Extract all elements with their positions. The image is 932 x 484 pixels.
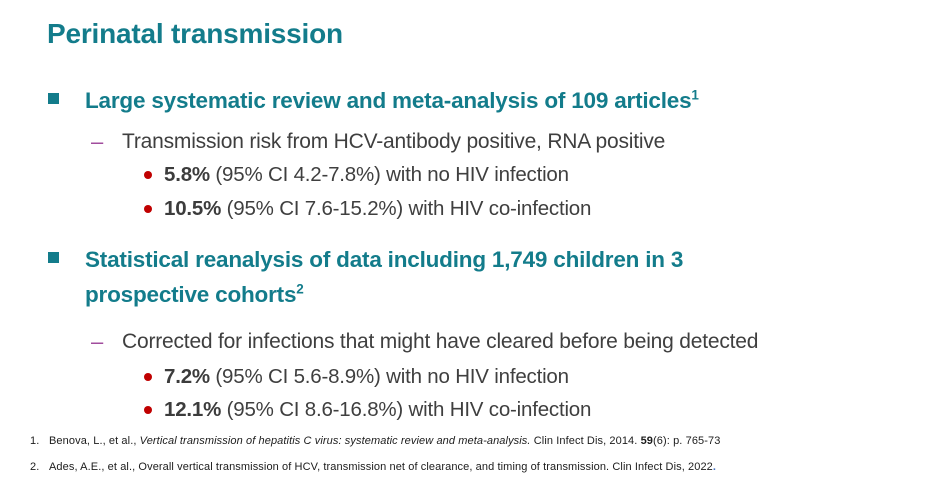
footnote-text: Ades, A.E., et al., Overall vertical tra…: [49, 461, 716, 475]
round-bullet-icon: [144, 406, 152, 414]
stat-value: 7.2%: [164, 365, 210, 388]
stat-detail: (95% CI 8.6-16.8%) with HIV co-infection: [221, 398, 592, 421]
round-bullet-icon: [144, 205, 152, 213]
bullet-level3-text: 5.8% (95% CI 4.2-7.8%) with no HIV infec…: [164, 162, 569, 189]
square-bullet-icon: [48, 93, 59, 104]
footnote-1: 1. Benova, L., et al., Vertical transmis…: [30, 435, 910, 449]
bullet-level3-text: 12.1% (95% CI 8.6-16.8%) with HIV co-inf…: [164, 397, 591, 424]
bullet-level3-text: 10.5% (95% CI 7.6-15.2%) with HIV co-inf…: [164, 196, 591, 223]
footnote-authors: Benova, L., et al.,: [49, 435, 140, 447]
round-bullet-icon: [144, 373, 152, 381]
bullet-level3-item: 5.8% (95% CI 4.2-7.8%) with no HIV infec…: [144, 162, 569, 189]
footnote-pages: (6): p. 765-73: [653, 435, 721, 447]
round-bullet-icon: [144, 171, 152, 179]
footnote-text: Benova, L., et al., Vertical transmissio…: [49, 435, 720, 449]
footnote-number: 1.: [30, 435, 40, 447]
bullet-level1-text: Statistical reanalysis of data including…: [85, 243, 683, 313]
heading-line2: prospective cohorts: [85, 281, 297, 307]
bullet-level1-text: Large systematic review and meta-analysi…: [85, 84, 699, 119]
bullet-level1-section1: Large systematic review and meta-analysi…: [48, 84, 699, 119]
bullet-level2-section2: – Corrected for infections that might ha…: [91, 328, 758, 357]
bullet-level2-text: Corrected for infections that might have…: [122, 330, 759, 353]
dash-bullet-icon: –: [91, 329, 104, 354]
heading-text: Large systematic review and meta-analysi…: [85, 88, 692, 113]
bullet-level2-text: Transmission risk from HCV-antibody posi…: [122, 130, 666, 153]
stat-detail: (95% CI 4.2-7.8%) with no HIV infection: [209, 163, 569, 186]
colored-period: .: [712, 461, 717, 473]
footnote-ref-1: 1: [691, 87, 699, 103]
slide-title: Perinatal transmission: [47, 18, 343, 49]
stat-detail: (95% CI 5.6-8.9%) with no HIV infection: [209, 365, 569, 388]
square-bullet-icon: [48, 252, 59, 263]
stat-value: 10.5%: [164, 197, 222, 220]
bullet-level3-item: 12.1% (95% CI 8.6-16.8%) with HIV co-inf…: [144, 397, 591, 424]
footnote-volume: 59: [640, 435, 654, 447]
footnote-title-italic: Vertical transmission of hepatitis C vir…: [139, 435, 531, 447]
bullet-level3-text: 7.2% (95% CI 5.6-8.9%) with no HIV infec…: [164, 364, 569, 391]
stat-detail: (95% CI 7.6-15.2%) with HIV co-infection: [221, 197, 592, 220]
bullet-level3-item: 10.5% (95% CI 7.6-15.2%) with HIV co-inf…: [144, 196, 591, 223]
heading-line1: Statistical reanalysis of data including…: [85, 247, 684, 272]
footnote-citation: Ades, A.E., et al., Overall vertical tra…: [49, 461, 713, 473]
footnote-2: 2. Ades, A.E., et al., Overall vertical …: [30, 461, 910, 475]
bullet-level1-section2: Statistical reanalysis of data including…: [48, 243, 683, 313]
footnote-number: 2.: [30, 461, 40, 473]
bullet-level2-section1: – Transmission risk from HCV-antibody po…: [91, 128, 665, 157]
bullet-level3-item: 7.2% (95% CI 5.6-8.9%) with no HIV infec…: [144, 364, 569, 391]
footnote-ref-2: 2: [296, 281, 304, 297]
dash-bullet-icon: –: [91, 129, 104, 154]
footnote-journal: Clin Infect Dis, 2014.: [530, 435, 641, 447]
stat-value: 12.1%: [164, 398, 222, 421]
stat-value: 5.8%: [164, 163, 210, 186]
